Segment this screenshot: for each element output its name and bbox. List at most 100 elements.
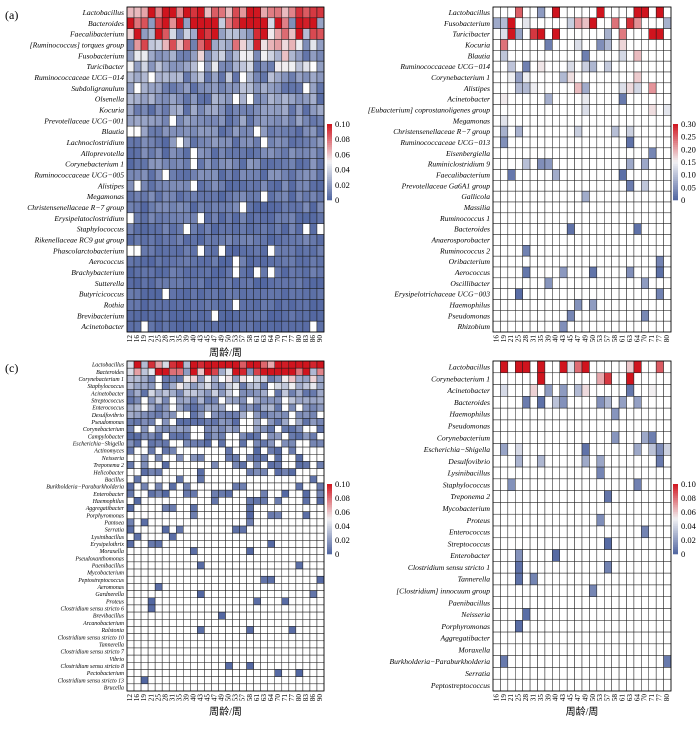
heatmap-cell [596, 6, 605, 19]
heatmap-cell [239, 425, 247, 433]
heatmap-cell [140, 540, 149, 548]
heatmap-cell [211, 561, 219, 570]
heatmap-cell [633, 255, 642, 268]
heatmap-cell [574, 537, 583, 550]
heatmap-cell [133, 461, 142, 469]
heatmap-cell [147, 504, 156, 512]
heatmap-cell [161, 93, 170, 105]
heatmap-cell [663, 396, 672, 409]
heatmap-cell [515, 502, 523, 515]
heatmap-cell [281, 540, 290, 548]
heatmap-cell [316, 6, 325, 19]
heatmap-cell [140, 446, 149, 455]
heatmap-cell [154, 28, 163, 40]
heatmap-cell [611, 266, 620, 279]
heatmap-cell [281, 125, 290, 138]
heatmap-cell [154, 633, 163, 642]
colorbar-segment [673, 124, 678, 127]
row-label: Corynebacterium 1 [78, 377, 124, 383]
heatmap-cell [133, 234, 142, 246]
heatmap-cell [239, 360, 247, 369]
heatmap-cell [544, 60, 553, 73]
heatmap-cell [253, 511, 261, 520]
heatmap-cell [515, 455, 523, 468]
heatmap-cell [260, 180, 268, 192]
heatmap-cell [552, 180, 561, 192]
heatmap-cell [183, 497, 191, 505]
heatmap-cell [581, 39, 590, 51]
heatmap-cell [183, 17, 191, 29]
heatmap-cell [176, 125, 184, 138]
heatmap-cell [147, 6, 156, 19]
heatmap-cell [225, 403, 233, 412]
heatmap-cell [515, 147, 523, 159]
heatmap-cell [295, 461, 304, 469]
heatmap-cell [515, 643, 523, 656]
heatmap-cell [522, 50, 531, 62]
heatmap-cell [274, 180, 283, 192]
heatmap-cell [507, 455, 516, 468]
heatmap-cell [253, 158, 261, 170]
heatmap-cell [641, 201, 650, 214]
heatmap-cell [140, 382, 149, 390]
heatmap-cell [133, 446, 142, 455]
heatmap-cell [618, 678, 627, 692]
heatmap-cell [274, 454, 283, 462]
heatmap-cell [176, 201, 184, 214]
heatmap-cell [663, 115, 672, 127]
heatmap-cell [246, 482, 254, 491]
heatmap-cell [522, 419, 531, 432]
heatmap-cell [566, 466, 575, 480]
heatmap-cell [309, 640, 318, 649]
heatmap-cell [544, 596, 553, 609]
heatmap-cell [295, 28, 304, 40]
heatmap-cell [239, 454, 247, 462]
x-tick-label: 19 [140, 694, 148, 702]
heatmap-cell [246, 375, 254, 383]
heatmap-cell [581, 93, 590, 105]
heatmap-cell [529, 288, 538, 300]
heatmap-cell [126, 547, 135, 555]
heatmap-cell [133, 418, 142, 426]
heatmap-cell [648, 93, 657, 105]
heatmap-cell [500, 419, 509, 432]
heatmap-cell [537, 431, 546, 444]
heatmap-cell [309, 212, 318, 224]
x-tick-label: 64 [267, 335, 275, 343]
heatmap-cell [260, 525, 268, 534]
heatmap-cell [302, 676, 311, 685]
heatmap-cell [596, 201, 605, 214]
heatmap-cell [197, 104, 205, 116]
heatmap-cell [544, 631, 553, 645]
heatmap-cell [295, 389, 304, 398]
heatmap-cell [197, 288, 205, 300]
heatmap-cell [633, 478, 642, 491]
heatmap-cell [183, 320, 191, 333]
heatmap-cell [168, 115, 177, 127]
heatmap-cell [500, 643, 509, 656]
heatmap-cell [626, 136, 635, 149]
heatmap-cell [168, 626, 177, 634]
heatmap-cell [239, 136, 247, 149]
heatmap-cell [211, 28, 219, 40]
colorbar-segment [673, 158, 678, 161]
heatmap-cell [559, 360, 568, 374]
heatmap-cell [253, 525, 261, 534]
heatmap-cell [183, 255, 191, 268]
heatmap-cell [161, 590, 170, 598]
heatmap-cell [260, 136, 268, 149]
heatmap-cell [246, 28, 254, 40]
heatmap-cell [183, 468, 191, 477]
heatmap-cell [204, 683, 212, 692]
heatmap-cell [663, 384, 672, 397]
heatmap-cell [295, 439, 304, 448]
heatmap-cell [260, 382, 268, 390]
heatmap-cell [126, 468, 135, 477]
heatmap-cell [147, 403, 156, 412]
heatmap-cell [500, 39, 509, 51]
heatmap-cells [126, 360, 325, 692]
heatmap-cell [663, 50, 672, 62]
heatmap-cell [316, 93, 325, 105]
heatmap-cell [239, 597, 247, 606]
heatmap-cell [197, 475, 205, 484]
